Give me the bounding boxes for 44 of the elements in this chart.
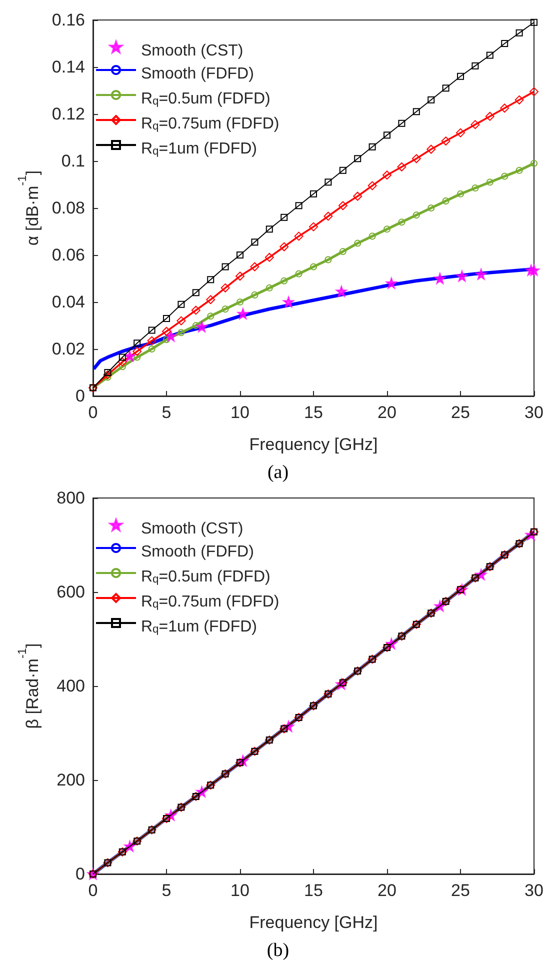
y-tick-label: 0.12 xyxy=(52,104,85,124)
legend-label: Rq=0.75um (FDFD) xyxy=(141,116,280,132)
y-tick-label: 0.06 xyxy=(52,246,85,264)
x-tick-label: 20 xyxy=(378,881,396,900)
x-tick-label: 30 xyxy=(524,403,544,422)
x-axis-title: Frequency [GHz] xyxy=(249,435,378,454)
text: (a) xyxy=(267,462,289,483)
y-tick-label: 0 xyxy=(76,386,85,406)
legend-label: Rq=1um (FDFD) xyxy=(141,618,258,636)
x-tick-label: 5 xyxy=(162,881,172,900)
x-tick-label: 20 xyxy=(378,403,396,422)
x-tick-label: 10 xyxy=(230,403,250,422)
x-tick-label: 25 xyxy=(451,403,470,422)
y-tick-label: 0.08 xyxy=(52,198,85,218)
y-tick-label: 0 xyxy=(76,864,85,884)
x-tick-label: 30 xyxy=(524,881,544,900)
y-tick-label: 0.04 xyxy=(52,292,85,312)
y-axis-title: α [dB·m-1] xyxy=(15,170,42,246)
legend-label: Rq=1um (FDFD) xyxy=(141,140,258,158)
legend-label: Rq=0.5um (FDFD) xyxy=(141,90,270,108)
y-tick-label: 200 xyxy=(56,770,85,790)
legend-label: Smooth (FDFD) xyxy=(141,544,254,560)
y-tick-label: 0.16 xyxy=(52,10,85,30)
y-axis-title: β [Rad·m-1] xyxy=(15,643,42,729)
x-tick-label: 0 xyxy=(88,881,98,900)
x-axis-title: Frequency [GHz] xyxy=(249,913,378,932)
legend-label: Rq=0.75um (FDFD) xyxy=(141,594,280,610)
legend-label: Smooth (CST) xyxy=(141,42,244,60)
y-tick-label: 0.14 xyxy=(52,58,85,76)
x-tick-label: 15 xyxy=(304,881,323,900)
y-tick-label: 400 xyxy=(56,676,85,696)
text: (b) xyxy=(266,940,290,961)
legend-label: Smooth (CST) xyxy=(141,520,244,538)
legend-label: Smooth (FDFD) xyxy=(141,66,254,82)
x-tick-label: 0 xyxy=(88,403,98,422)
y-tick-label: 800 xyxy=(56,488,85,508)
x-tick-label: 15 xyxy=(304,403,323,422)
legend-label: Rq=0.5um (FDFD) xyxy=(141,568,270,586)
y-tick-label: 0.1 xyxy=(61,152,85,170)
y-tick-label: 0.02 xyxy=(52,340,85,358)
x-tick-label: 5 xyxy=(162,403,172,422)
x-tick-label: 10 xyxy=(230,881,250,900)
y-tick-label: 600 xyxy=(56,582,85,602)
x-tick-label: 25 xyxy=(451,881,470,900)
